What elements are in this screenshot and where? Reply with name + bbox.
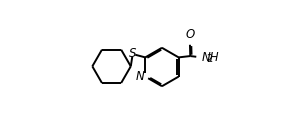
Text: O: O (185, 28, 195, 41)
Text: NH: NH (202, 51, 219, 64)
Text: 2: 2 (206, 54, 213, 64)
Text: N: N (135, 70, 144, 83)
Text: S: S (129, 47, 136, 60)
